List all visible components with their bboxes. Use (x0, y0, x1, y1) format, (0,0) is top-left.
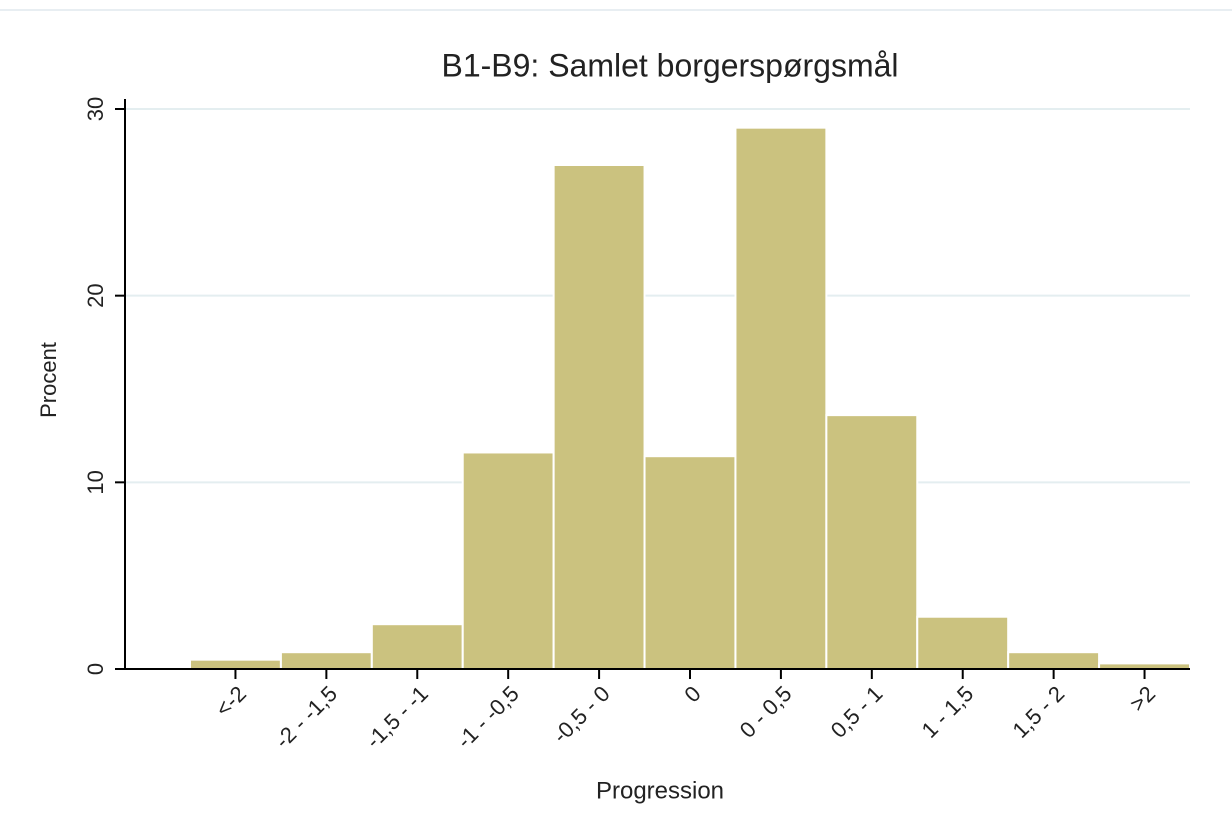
chart-title: B1-B9: Samlet borgerspørgsmål (441, 47, 898, 83)
bar (734, 126, 828, 670)
bar (461, 451, 555, 671)
y-tick-label: 10 (83, 470, 108, 494)
bar (189, 658, 282, 671)
x-tick-label: -0,5 - 0 (548, 681, 615, 748)
x-tick-label: -2 - -1,5 (270, 681, 342, 753)
x-axis-title: Progression (596, 777, 724, 804)
bar (643, 455, 737, 671)
bar (370, 623, 464, 671)
bar (916, 615, 1010, 671)
x-tick-label: 0,5 - 1 (826, 681, 888, 743)
x-tick-label: 0 - 0,5 (735, 681, 797, 743)
y-tick-label: 20 (83, 283, 108, 307)
bar (552, 164, 646, 670)
bar (825, 414, 919, 670)
x-tick-label: >2 (1125, 681, 1160, 716)
x-tick-label: <-2 (210, 681, 251, 722)
y-tick-label: 30 (83, 97, 108, 121)
x-tick-label: 1,5 - 2 (1007, 681, 1069, 743)
x-tick-label: -1,5 - -1 (361, 681, 433, 753)
x-tick-label: -1 - -0,5 (452, 681, 524, 753)
y-axis-title: Procent (36, 342, 61, 418)
bar (279, 651, 373, 671)
x-tick-label: 1 - 1,5 (917, 681, 979, 743)
bar (1007, 651, 1101, 671)
y-tick-label: 0 (83, 663, 108, 675)
x-tick-label: 0 (679, 681, 705, 707)
